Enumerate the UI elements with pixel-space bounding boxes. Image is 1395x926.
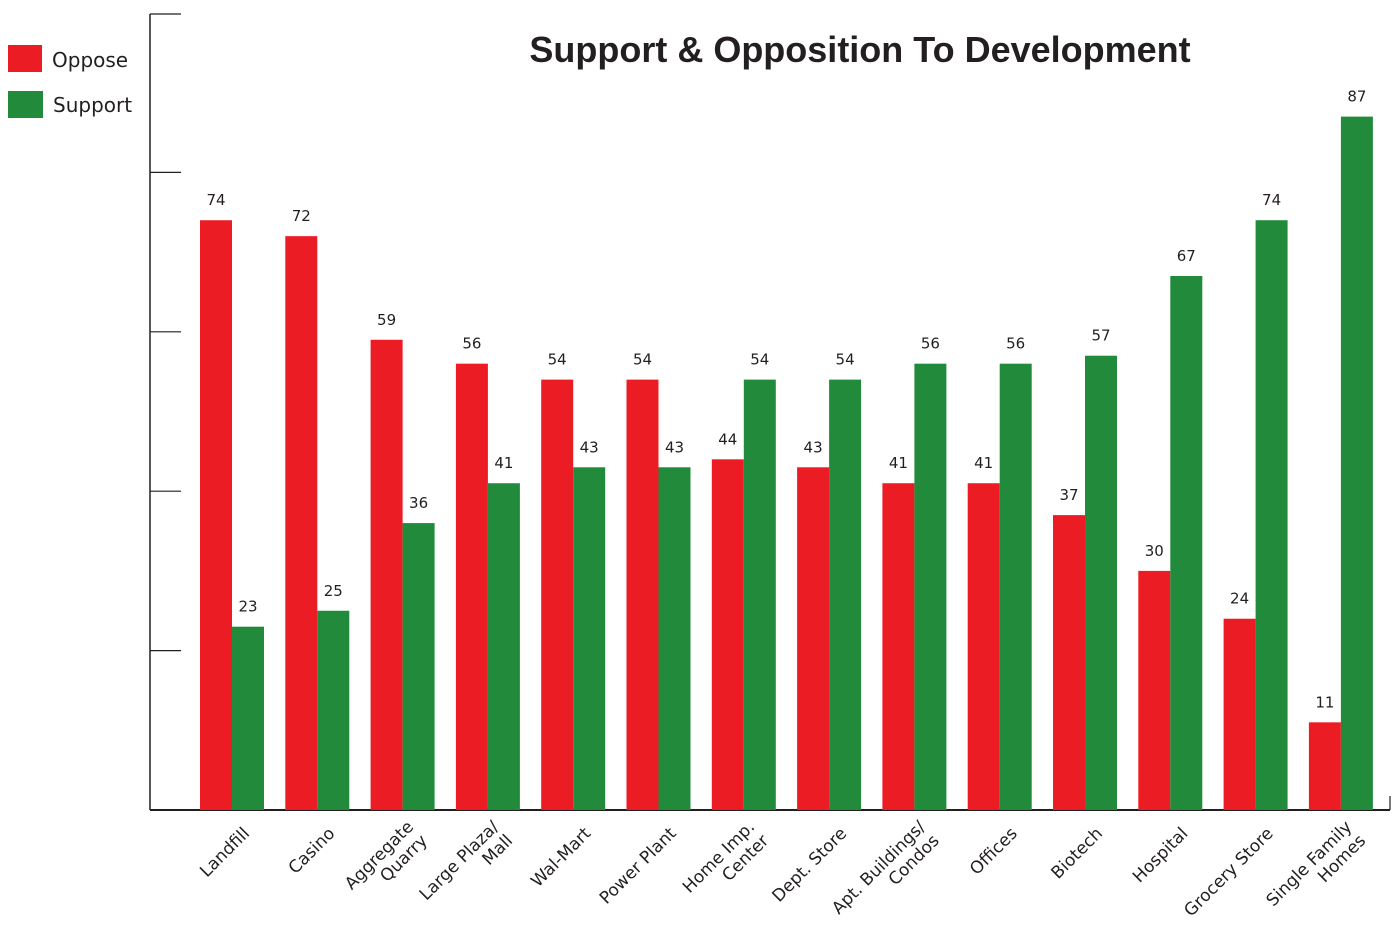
- value-label-support: 36: [409, 494, 428, 512]
- value-label-oppose: 24: [1230, 590, 1249, 608]
- bar-support: [658, 467, 691, 810]
- value-label-oppose: 72: [292, 207, 311, 225]
- bar-oppose: [626, 379, 659, 810]
- bar-support: [743, 379, 776, 810]
- value-label-support: 41: [494, 454, 513, 472]
- value-label-support: 23: [238, 598, 257, 616]
- value-label-oppose: 56: [462, 335, 481, 353]
- x-tick-label: Offices: [966, 824, 1022, 880]
- bar-oppose: [1138, 570, 1171, 810]
- bar-oppose: [967, 483, 1000, 810]
- x-tick-label: Large Plaza/Mall: [416, 817, 517, 918]
- x-tick-label: Grocery Store: [1180, 824, 1277, 921]
- bar-support: [573, 467, 606, 810]
- x-tick-label: Power Plant: [596, 824, 681, 909]
- bar-oppose: [797, 467, 830, 810]
- bar-oppose: [455, 363, 488, 810]
- bar-support: [317, 610, 350, 810]
- bar-support: [914, 363, 947, 810]
- value-label-oppose: 41: [974, 454, 993, 472]
- x-tick-label: Wal-Mart: [527, 824, 595, 892]
- value-label-support: 87: [1347, 88, 1366, 106]
- value-label-oppose: 54: [633, 351, 652, 369]
- bar-oppose: [882, 483, 915, 810]
- bar-oppose: [200, 220, 232, 811]
- legend-swatch-oppose: [8, 45, 42, 72]
- value-label-oppose: 11: [1315, 693, 1334, 711]
- legend: Oppose Support: [8, 45, 132, 118]
- bar-support: [1085, 355, 1117, 810]
- value-label-oppose: 30: [1145, 542, 1164, 560]
- value-label-oppose: 44: [718, 430, 737, 448]
- value-label-support: 54: [836, 351, 855, 369]
- x-tick-label: Landfill: [196, 824, 254, 882]
- x-tick-label: Casino: [285, 824, 339, 878]
- bar-oppose: [1223, 618, 1256, 810]
- bar-oppose: [541, 379, 574, 810]
- value-label-support: 25: [324, 582, 343, 600]
- bar-oppose: [285, 236, 318, 810]
- legend-swatch-support: [8, 91, 43, 118]
- bar-oppose: [370, 339, 403, 810]
- bar-oppose: [1053, 515, 1085, 810]
- x-tick-label: Home Imp.Center: [679, 817, 773, 911]
- value-label-support: 56: [1006, 335, 1025, 353]
- value-label-oppose: 41: [889, 454, 908, 472]
- value-label-oppose: 54: [548, 351, 567, 369]
- bar-support: [829, 379, 862, 810]
- value-label-support: 43: [665, 438, 684, 456]
- bars: [200, 116, 1373, 811]
- x-tick-label: Single FamilyHomes: [1263, 817, 1371, 925]
- x-tick-label: Biotech: [1048, 824, 1107, 883]
- legend-label-oppose: Oppose: [52, 48, 128, 72]
- value-labels: 74 23 72 25 59 36 56 41 54 43 54 43 44 54 43 54 41 56 41 56…: [206, 88, 1366, 712]
- bar-support: [402, 523, 435, 810]
- value-label-oppose: 59: [377, 311, 396, 329]
- value-label-support: 57: [1091, 327, 1110, 345]
- legend-label-support: Support: [53, 93, 132, 117]
- x-tick-label: Hospital: [1129, 824, 1192, 887]
- value-label-oppose: 43: [804, 438, 823, 456]
- value-label-support: 43: [580, 438, 599, 456]
- bar-oppose: [1308, 722, 1341, 810]
- value-label-oppose: 74: [206, 191, 225, 209]
- value-label-support: 74: [1262, 191, 1281, 209]
- bar-support: [1255, 220, 1288, 811]
- bar-support: [999, 363, 1032, 810]
- value-label-support: 67: [1177, 247, 1196, 265]
- bar-support: [1340, 116, 1373, 811]
- bar-oppose: [711, 459, 744, 810]
- bar-support: [1170, 276, 1203, 810]
- value-label-support: 56: [921, 335, 940, 353]
- chart-title: Support & Opposition To Development: [529, 29, 1190, 70]
- bar-support: [232, 626, 264, 810]
- bar-support: [487, 483, 520, 810]
- value-label-support: 54: [750, 351, 769, 369]
- value-label-oppose: 37: [1059, 486, 1078, 504]
